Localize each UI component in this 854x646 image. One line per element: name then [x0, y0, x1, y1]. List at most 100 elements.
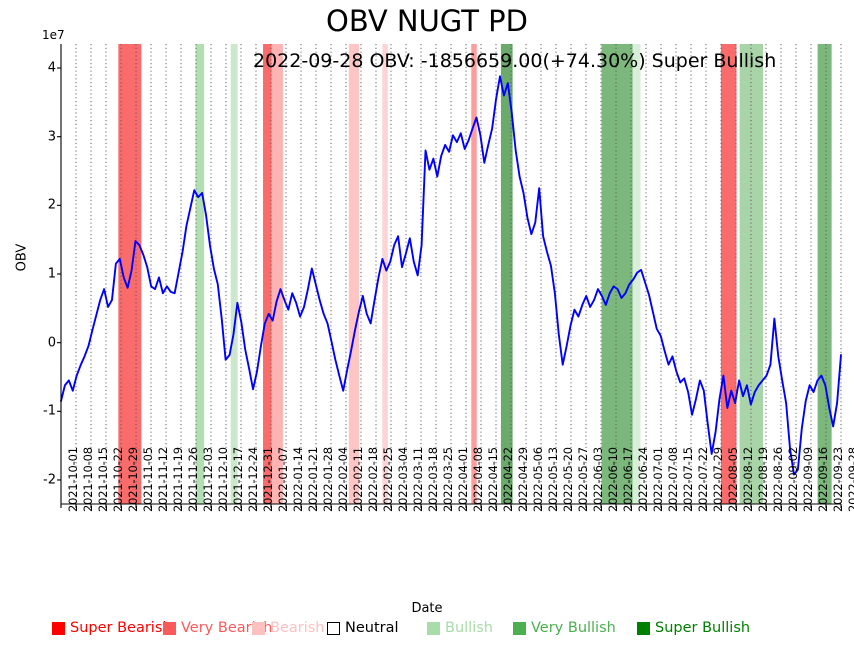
x-tick-label: 2021-10-22	[110, 447, 125, 512]
x-tick-marks	[60, 504, 842, 508]
y-tick-label: 1	[47, 266, 56, 282]
x-tick-label: 2022-06-10	[605, 447, 620, 512]
legend-label: Super Bearish	[70, 620, 172, 636]
x-tick-label: 2021-12-31	[260, 447, 275, 512]
signal-band	[195, 44, 205, 504]
x-tick-label: 2022-09-16	[815, 447, 830, 512]
x-tick-label: 2022-07-01	[650, 447, 665, 512]
x-tick-label: 2022-04-01	[455, 447, 470, 512]
legend: Super Bearish Very Bearish Bearish Neutral B…	[0, 617, 854, 643]
y-tick-label: -2	[43, 472, 56, 488]
x-tick-label: 2022-04-22	[500, 447, 515, 512]
legend-swatch-icon	[163, 621, 176, 635]
x-tick-label: 2022-08-12	[740, 447, 755, 512]
x-tick-label: 2022-07-29	[710, 447, 725, 512]
legend-swatch-icon	[513, 621, 526, 635]
y-tick-label: 2	[47, 197, 56, 213]
x-tick-label: 2022-03-25	[440, 447, 455, 512]
legend-label: Neutral	[345, 620, 399, 636]
legend-label: Bearish	[270, 620, 325, 636]
legend-swatch-icon	[252, 621, 265, 635]
x-tick-label: 2022-02-04	[335, 447, 350, 512]
x-tick-label: 2021-11-12	[155, 447, 170, 512]
legend-item-bullish[interactable]: Bullish	[427, 617, 493, 639]
y-tick-label: -1	[43, 403, 56, 419]
legend-item-super-bullish[interactable]: Super Bullish	[637, 617, 750, 639]
x-axis-label: Date	[411, 601, 443, 616]
legend-item-bearish[interactable]: Bearish	[252, 617, 325, 639]
x-tick-label: 2022-04-29	[515, 447, 530, 512]
x-tick-label: 2022-05-27	[575, 447, 590, 512]
signal-band	[601, 44, 633, 504]
x-tick-label: 2022-03-11	[410, 447, 425, 512]
x-tick-label: 2022-09-28	[845, 447, 854, 512]
x-tick-label: 2022-01-07	[275, 447, 290, 512]
x-tick-label: 2022-04-08	[470, 447, 485, 512]
annotation-text: 2022-09-28 OBV: -1856659.00(+74.30%) Sup…	[253, 50, 777, 72]
x-tick-label: 2022-07-08	[665, 447, 680, 512]
legend-label: Very Bullish	[531, 620, 616, 636]
legend-label: Bullish	[445, 620, 493, 636]
legend-item-very-bearish[interactable]: Very Bearish	[163, 617, 272, 639]
x-tick-label: 2021-12-03	[200, 447, 215, 512]
x-tick-label: 2022-06-17	[620, 447, 635, 512]
x-tick-label: 2022-07-22	[695, 447, 710, 512]
x-tick-label: 2022-09-02	[785, 447, 800, 512]
legend-swatch-icon	[52, 621, 65, 635]
legend-item-super-bearish[interactable]: Super Bearish	[52, 617, 172, 639]
page-title: OBV NUGT PD	[326, 4, 528, 38]
x-tick-label: 2022-05-13	[545, 447, 560, 512]
y-tick-label: 4	[47, 60, 56, 76]
x-tick-label: 2021-11-19	[170, 447, 185, 512]
y-tick-label: 0	[47, 335, 56, 351]
x-tick-label: 2022-02-18	[365, 447, 380, 512]
legend-swatch-icon	[637, 621, 650, 635]
x-tick-label: 2022-03-18	[425, 447, 440, 512]
x-tick-label: 2022-03-04	[395, 447, 410, 512]
x-tick-label: 2022-01-28	[320, 447, 335, 512]
x-tick-label: 2022-09-23	[830, 447, 845, 512]
signal-band	[382, 44, 388, 504]
y-tick-marks	[57, 67, 61, 481]
x-tick-label: 2022-06-24	[635, 447, 650, 512]
signal-band	[271, 44, 283, 504]
x-tick-label: 2022-06-03	[590, 447, 605, 512]
signal-band	[720, 44, 737, 504]
x-tick-label: 2022-08-26	[770, 447, 785, 512]
x-tick-label: 2022-08-19	[755, 447, 770, 512]
x-tick-label: 2022-05-06	[530, 447, 545, 512]
legend-swatch-icon	[327, 621, 340, 635]
x-tick-label: 2022-02-25	[380, 447, 395, 512]
signal-band	[817, 44, 832, 504]
signal-band	[230, 44, 238, 504]
legend-item-neutral[interactable]: Neutral	[327, 617, 399, 639]
x-tick-label: 2022-07-15	[680, 447, 695, 512]
y-axis-ticks: -2 -1 0 1 2 3 4	[20, 0, 56, 646]
x-tick-label: 2022-01-14	[290, 447, 305, 512]
x-tick-label: 2022-04-15	[485, 447, 500, 512]
signal-band	[500, 44, 513, 504]
signal-band	[471, 44, 477, 504]
y-tick-label: 3	[47, 129, 56, 145]
signal-band	[348, 44, 359, 504]
x-tick-label: 2021-10-01	[65, 447, 80, 512]
x-tick-label: 2021-12-17	[230, 447, 245, 512]
y-axis-offset-text: 1e7	[42, 28, 65, 42]
legend-swatch-icon	[427, 621, 440, 635]
grid-lines	[60, 44, 842, 504]
obv-line	[60, 75, 842, 476]
legend-item-very-bullish[interactable]: Very Bullish	[513, 617, 616, 639]
x-tick-label: 2022-08-05	[725, 447, 740, 512]
x-tick-label: 2022-01-21	[305, 447, 320, 512]
x-tick-label: 2021-10-08	[80, 447, 95, 512]
x-tick-label: 2021-10-29	[125, 447, 140, 512]
legend-label: Very Bearish	[181, 620, 273, 636]
x-tick-label: 2022-02-11	[350, 447, 365, 512]
x-tick-label: 2021-12-10	[215, 447, 230, 512]
x-tick-label: 2021-11-05	[140, 447, 155, 512]
x-tick-label: 2022-09-09	[800, 447, 815, 512]
x-tick-label: 2021-11-26	[185, 447, 200, 512]
legend-label: Super Bullish	[655, 620, 751, 636]
